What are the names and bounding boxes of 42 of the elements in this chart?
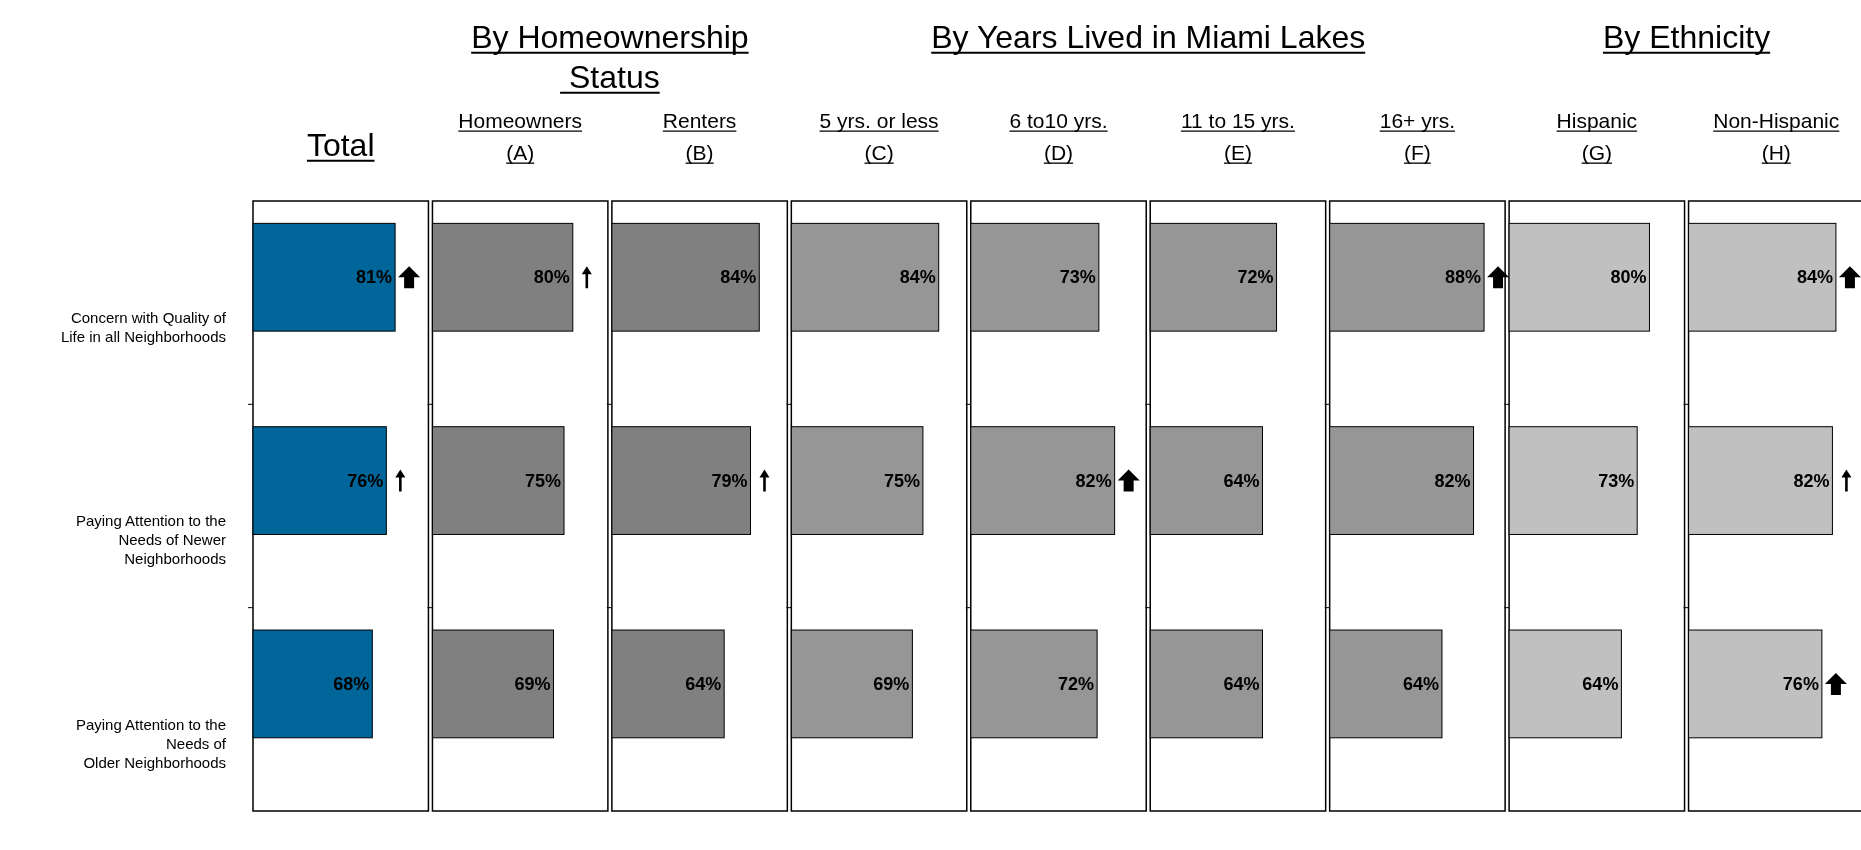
data-label: 80%	[533, 267, 570, 288]
data-label: 82%	[1793, 470, 1830, 491]
y-tick-label: Paying Attention to the Needs of Newer Neighborhoods	[75, 512, 226, 568]
chart-title: Renters (B)	[662, 109, 737, 164]
data-label: 76%	[347, 470, 384, 491]
data-label: 69%	[514, 673, 551, 694]
data-label: 73%	[1059, 267, 1096, 288]
chart-title: 16+ yrs. (F)	[1379, 109, 1456, 164]
data-label: 84%	[899, 267, 936, 288]
chart-title: Hispanic (G)	[1556, 109, 1638, 164]
data-label: 64%	[1223, 470, 1260, 491]
data-label: 81%	[356, 267, 393, 288]
chart-title: Homeowners (A)	[458, 109, 583, 164]
chart-title: 11 to 15 yrs. (E)	[1180, 109, 1295, 164]
data-label: 69%	[873, 673, 910, 694]
data-label: 72%	[1058, 673, 1095, 694]
data-label: 76%	[1782, 673, 1819, 694]
chart-title: 6 to10 yrs. (D)	[1009, 109, 1108, 164]
text: By Ethnicity	[1602, 19, 1771, 55]
data-label: 72%	[1237, 267, 1274, 288]
data-label: 80%	[1610, 267, 1647, 288]
data-label: 73%	[1598, 470, 1635, 491]
y-tick-label: Paying Attention to the Needs of Older Neighborhoods	[75, 715, 227, 771]
data-label: 64%	[1223, 673, 1260, 694]
data-label: 75%	[525, 470, 562, 491]
chart-title: 5 yrs. or less (C)	[819, 109, 939, 164]
data-label: 68%	[333, 673, 370, 694]
data-label: 88%	[1445, 267, 1482, 288]
chart-title: Total	[306, 127, 375, 163]
data-label: 79%	[711, 470, 748, 491]
data-label: 64%	[1402, 673, 1439, 694]
chart-title: Non-Hispanic (H)	[1713, 109, 1840, 164]
data-label: 82%	[1075, 470, 1112, 491]
data-label: 64%	[1582, 673, 1619, 694]
data-label: 64%	[685, 673, 722, 694]
data-label: 84%	[720, 267, 757, 288]
y-tick-label: Concern with Quality of Life in all Neighborhoods	[60, 309, 227, 345]
data-label: 84%	[1796, 267, 1833, 288]
data-label: 82%	[1434, 470, 1471, 491]
text: By Years Lived in Miami Lakes	[931, 19, 1366, 55]
text: By Homeownership Status	[471, 19, 749, 95]
data-label: 75%	[883, 470, 920, 491]
